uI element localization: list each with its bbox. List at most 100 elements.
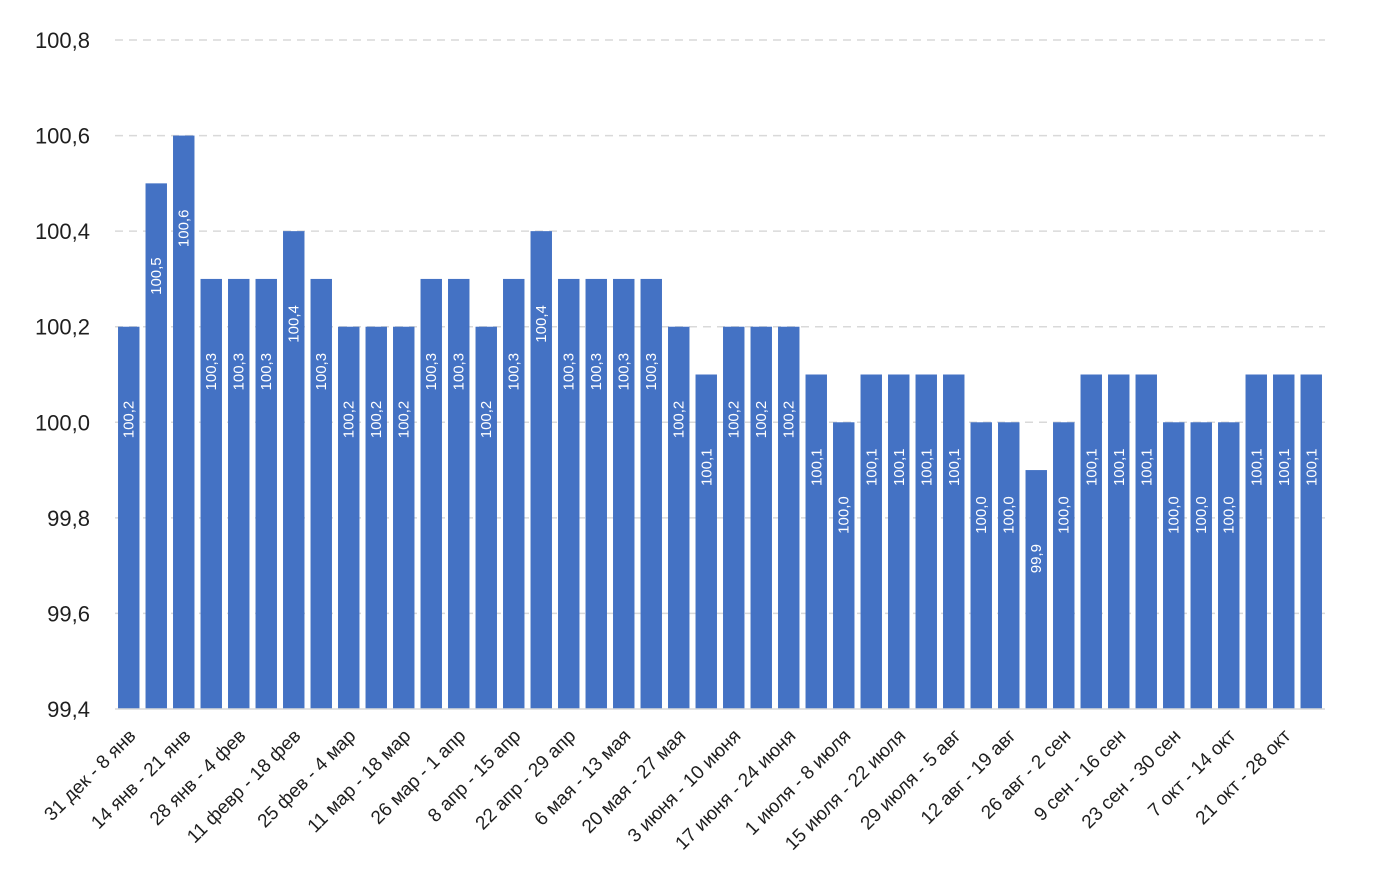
- bar: [1300, 374, 1322, 709]
- bar-data-label: 100,3: [423, 353, 440, 391]
- x-tick-label: 22 апр - 29 апр: [472, 726, 581, 835]
- bar-data-label: 100,2: [753, 401, 770, 439]
- bar: [778, 326, 800, 709]
- y-tick-label: 100,2: [35, 315, 90, 340]
- bar: [1080, 374, 1102, 709]
- bar: [1163, 422, 1185, 709]
- bar-data-label: 100,1: [1111, 449, 1128, 487]
- bar: [613, 278, 635, 709]
- bar: [1245, 374, 1267, 709]
- bar-data-label: 100,4: [286, 305, 303, 343]
- y-tick-label: 99,6: [47, 601, 90, 626]
- bar-data-label: 100,3: [203, 353, 220, 391]
- bar-data-label: 100,3: [313, 353, 330, 391]
- y-axis-ticks: 99,4 99,6 99,8 100,0 100,2 100,4 100,6 100,8: [35, 28, 90, 722]
- bars: [118, 135, 1322, 710]
- bar-data-label: 100,3: [231, 353, 248, 391]
- y-tick-label: 100,0: [35, 410, 90, 435]
- x-tick-label: 26 мар - 1 апр: [367, 726, 470, 829]
- bar-data-label: 100,2: [341, 401, 358, 439]
- bar: [805, 374, 827, 709]
- bar: [1053, 422, 1075, 709]
- bar-data-label: 100,0: [973, 496, 990, 534]
- bar-data-label: 100,1: [1248, 449, 1265, 487]
- y-tick-label: 100,8: [35, 28, 90, 53]
- y-tick-label: 100,6: [35, 124, 90, 149]
- bar: [585, 278, 607, 709]
- bar: [310, 278, 332, 709]
- bar: [723, 326, 745, 709]
- bar-data-label: 100,1: [808, 449, 825, 487]
- y-tick-label: 99,8: [47, 506, 90, 531]
- bar: [1190, 422, 1212, 709]
- bar-data-label: 100,2: [121, 401, 138, 439]
- bar: [668, 326, 690, 709]
- bar-data-label: 100,0: [1193, 496, 1210, 534]
- bar-data-label: 100,5: [148, 257, 165, 295]
- bar-data-label: 100,2: [671, 401, 688, 439]
- x-tick-label: 14 янв - 21 янв: [87, 726, 195, 834]
- bar: [970, 422, 992, 709]
- bar: [475, 326, 497, 709]
- bar-data-label: 100,1: [918, 449, 935, 487]
- bar: [1135, 374, 1157, 709]
- bar: [365, 326, 387, 709]
- bar: [558, 278, 580, 709]
- bar: [228, 278, 250, 709]
- bar-data-label: 100,1: [1303, 449, 1320, 487]
- bar: [1218, 422, 1240, 709]
- x-tick-label: 28 янв - 4 фев: [146, 726, 250, 830]
- bar: [695, 374, 717, 709]
- bar-data-label: 100,1: [1138, 449, 1155, 487]
- bar-data-label: 100,1: [698, 449, 715, 487]
- bar-data-label: 100,3: [506, 353, 523, 391]
- x-tick-label: 12 авг - 19 авг: [917, 726, 1020, 829]
- bar-data-label: 100,3: [643, 353, 660, 391]
- bar: [145, 183, 167, 709]
- bar: [118, 326, 140, 709]
- bar: [173, 135, 195, 710]
- x-tick-label: 25 фев - 4 мар: [254, 726, 361, 833]
- bar: [338, 326, 360, 709]
- y-tick-label: 100,4: [35, 219, 90, 244]
- bar: [888, 374, 910, 709]
- bar: [998, 422, 1020, 709]
- bar-data-label: 100,1: [1083, 449, 1100, 487]
- bar: [503, 278, 525, 709]
- bar-data-label: 100,0: [836, 496, 853, 534]
- bar-data-labels: 100,2 100,5 100,6 100,3 100,3 100,3 100,4 100,3…: [121, 210, 1321, 574]
- y-tick-label: 99,4: [47, 697, 90, 722]
- bar-data-label: 100,6: [176, 210, 193, 248]
- bar-data-label: 100,1: [891, 449, 908, 487]
- bar: [1025, 470, 1047, 709]
- bar: [1108, 374, 1130, 709]
- x-tick-label: 6 мая - 13 мая: [531, 726, 636, 831]
- bar-data-label: 100,0: [1001, 496, 1018, 534]
- bar-data-label: 100,4: [533, 305, 550, 343]
- bar: [420, 278, 442, 709]
- bar-data-label: 100,3: [451, 353, 468, 391]
- bar: [393, 326, 415, 709]
- bar-data-label: 100,0: [1056, 496, 1073, 534]
- bar-data-label: 99,9: [1028, 544, 1045, 573]
- bar: [1273, 374, 1295, 709]
- x-tick-label: 29 июля - 5 авг: [857, 726, 966, 835]
- bar: [640, 278, 662, 709]
- bar-data-label: 100,1: [946, 449, 963, 487]
- bar-data-label: 100,1: [1276, 449, 1293, 487]
- bar-data-label: 100,0: [1166, 496, 1183, 534]
- bar: [750, 326, 772, 709]
- bar: [860, 374, 882, 709]
- bar: [255, 278, 277, 709]
- bar: [915, 374, 937, 709]
- bar-data-label: 100,3: [616, 353, 633, 391]
- bar: [530, 231, 552, 709]
- bar-data-label: 100,3: [588, 353, 605, 391]
- bar-data-label: 100,0: [1221, 496, 1238, 534]
- bar-data-label: 100,2: [726, 401, 743, 439]
- bar-data-label: 100,2: [478, 401, 495, 439]
- x-tick-label: 21 окт - 28 окт: [1192, 725, 1296, 829]
